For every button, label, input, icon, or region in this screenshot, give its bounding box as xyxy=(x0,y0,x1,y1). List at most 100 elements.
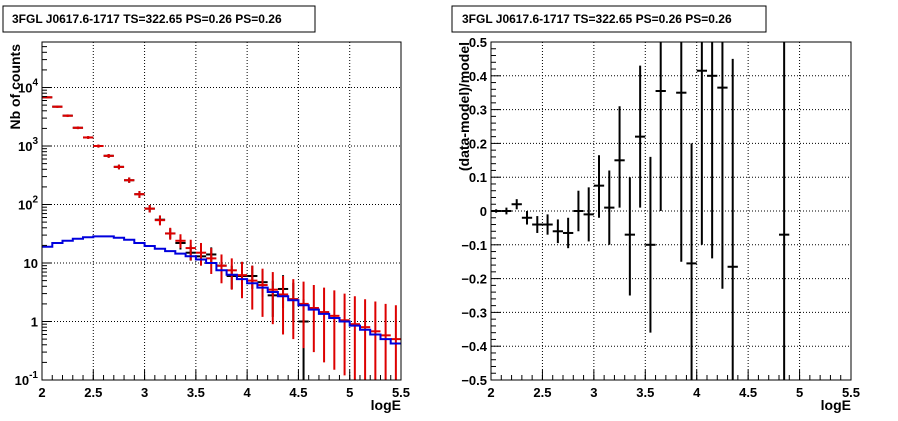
residuals-x-axis-label: logE xyxy=(821,397,851,413)
residuals-y-axis-label: (data-model)/model xyxy=(456,42,472,171)
data-point xyxy=(103,154,114,158)
data-point xyxy=(277,275,289,335)
data-point xyxy=(72,126,84,130)
data-point xyxy=(154,215,166,226)
y-tick-label: 0.1 xyxy=(469,170,487,185)
data-point xyxy=(165,227,176,240)
data-point xyxy=(144,205,155,213)
data-point xyxy=(206,248,217,274)
x-tick-label: 4.5 xyxy=(739,385,757,400)
data-point xyxy=(288,279,299,340)
data-point xyxy=(298,281,309,349)
x-tick-label: 5 xyxy=(796,385,803,400)
x-tick-label: 5.5 xyxy=(392,385,410,400)
data-point xyxy=(635,65,646,208)
x-tick-label: 2 xyxy=(487,385,494,400)
counts-title: 3FGL J0617.6-1717 TS=322.65 PS=0.26 PS=0… xyxy=(12,12,282,26)
y-tick-label: 104 xyxy=(18,78,38,96)
residuals-panel: 3FGL J0617.6-1717 TS=322.65 PS=0.26 PS=0… xyxy=(451,5,860,413)
x-tick-label: 3.5 xyxy=(187,385,205,400)
data-point xyxy=(134,191,145,198)
data-point xyxy=(62,114,73,118)
x-tick-label: 4 xyxy=(693,385,701,400)
data-point xyxy=(532,216,543,233)
counts-y-axis-label: Nb of counts xyxy=(7,44,23,130)
x-tick-label: 4 xyxy=(244,385,252,400)
counts-panel: 3FGL J0617.6-1717 TS=322.65 PS=0.26 PS=0… xyxy=(2,5,410,413)
x-tick-label: 2 xyxy=(38,385,45,400)
x-tick-label: 3 xyxy=(590,385,597,400)
y-tick-label: 0.2 xyxy=(469,136,487,151)
data-point xyxy=(624,177,635,296)
x-tick-label: 5.5 xyxy=(842,385,860,400)
plot-frame xyxy=(490,41,852,381)
counts-x-axis-label: logE xyxy=(371,397,401,413)
counts-title-box: 3FGL J0617.6-1717 TS=322.65 PS=0.26 PS=0… xyxy=(2,5,316,33)
data-point xyxy=(257,268,268,317)
data-point xyxy=(583,187,594,242)
y-tick-label: 0.4 xyxy=(469,69,488,84)
y-tick-label: −0.1 xyxy=(461,238,487,253)
data-point xyxy=(329,290,340,370)
y-tick-label: −0.5 xyxy=(461,373,487,388)
data-point xyxy=(349,296,360,380)
data-point xyxy=(175,234,186,249)
plot-frame xyxy=(41,41,402,381)
data-point xyxy=(339,293,350,376)
residuals-title-box: 3FGL J0617.6-1717 TS=322.65 PS=0.26 PS=0… xyxy=(451,5,767,33)
data-point xyxy=(308,285,319,353)
data-point xyxy=(727,58,738,380)
data-point xyxy=(113,164,125,170)
series-2 xyxy=(42,235,401,345)
data-point xyxy=(195,242,207,266)
data-point xyxy=(185,239,196,261)
data-point xyxy=(124,177,135,183)
data-point xyxy=(645,156,656,333)
y-tick-label: −0.2 xyxy=(461,272,487,287)
data-point xyxy=(604,170,615,245)
series-1 xyxy=(42,96,401,380)
y-tick-label: 1 xyxy=(31,315,38,330)
y-tick-label: 0.5 xyxy=(469,35,487,50)
data-point xyxy=(42,96,53,99)
x-tick-label: 4.5 xyxy=(289,385,307,400)
x-tick-label: 3 xyxy=(141,385,148,400)
data-point xyxy=(614,106,625,208)
data-point xyxy=(370,301,381,380)
residuals-title: 3FGL J0617.6-1717 TS=322.65 PS=0.26 PS=0… xyxy=(462,12,732,26)
data-point xyxy=(573,190,584,232)
x-tick-label: 2.5 xyxy=(84,385,102,400)
data-point xyxy=(676,42,687,262)
data-point xyxy=(521,211,533,225)
y-tick-label: 102 xyxy=(18,195,38,213)
data-point xyxy=(696,42,707,245)
y-tick-label: 0 xyxy=(480,204,487,219)
data-point xyxy=(318,287,330,363)
data-point xyxy=(655,42,666,211)
y-tick-label: 0.3 xyxy=(469,103,487,118)
y-tick-label: −0.4 xyxy=(461,339,487,354)
data-point xyxy=(216,254,227,284)
series-0 xyxy=(491,42,790,380)
data-point xyxy=(779,42,790,380)
x-tick-label: 5 xyxy=(346,385,353,400)
data-point xyxy=(563,217,574,249)
data-point xyxy=(93,144,104,148)
y-tick-label: 10 xyxy=(24,256,38,271)
data-point xyxy=(380,303,391,380)
data-point xyxy=(247,265,258,310)
data-point xyxy=(83,136,94,139)
data-point xyxy=(52,105,63,108)
x-tick-label: 2.5 xyxy=(533,385,551,400)
data-point xyxy=(593,155,605,218)
data-point xyxy=(686,143,697,380)
y-tick-label: 10-1 xyxy=(15,370,39,388)
data-point xyxy=(359,299,371,380)
y-tick-label: 103 xyxy=(18,136,38,154)
model-step-line xyxy=(42,235,401,345)
data-point xyxy=(511,199,522,210)
data-point xyxy=(707,42,718,259)
data-point xyxy=(717,42,728,289)
data-point xyxy=(552,219,563,244)
